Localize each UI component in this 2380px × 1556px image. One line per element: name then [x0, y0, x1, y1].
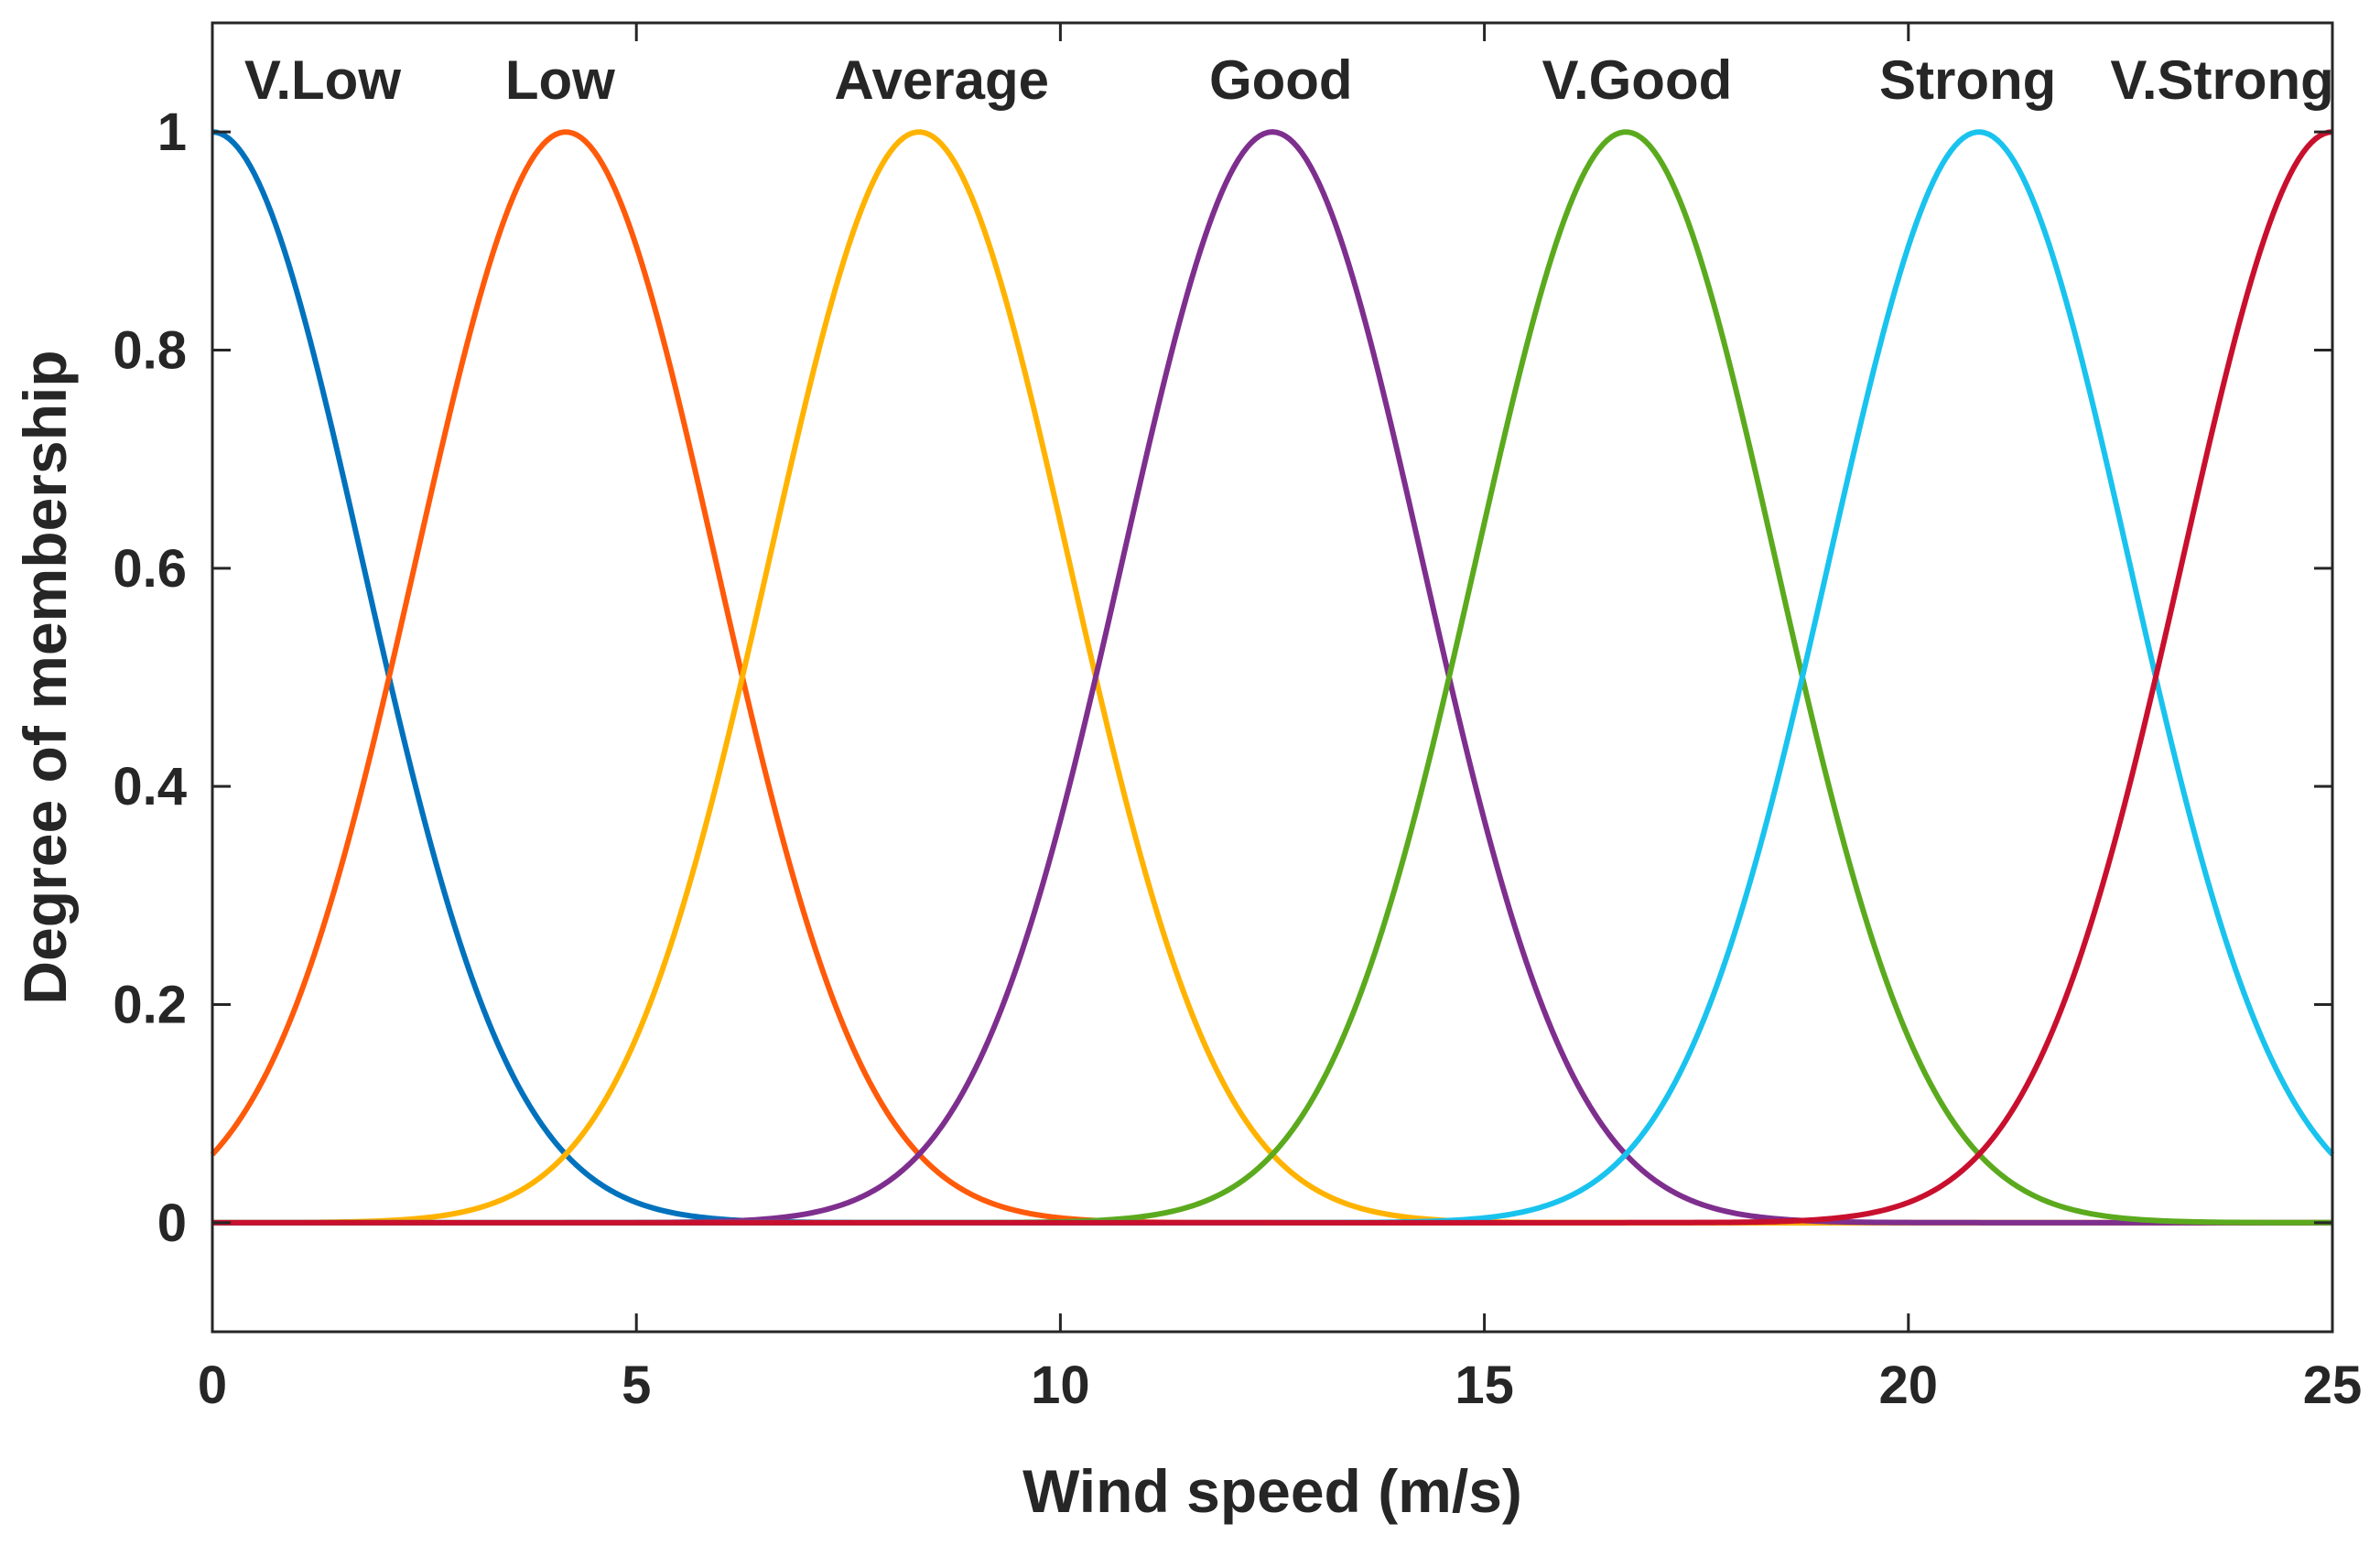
x-tick-label-4: 20: [1879, 1356, 1939, 1415]
ticks-layer: 0 5 10 15 20 25 0 0.2 0.4 0.6 0.8 1: [113, 23, 2362, 1415]
x-tick-label-0: 0: [198, 1356, 227, 1415]
annotations-layer: V.Low Low Average Good V.Good Strong V.Strong: [244, 49, 2334, 111]
x-axis-label: Wind speed (m/s): [1022, 1457, 1522, 1525]
series-line-v-strong: [212, 129, 2333, 1226]
y-tick-label-3: 0.6: [113, 539, 187, 599]
series-line-low: [210, 129, 2332, 1226]
y-axis-label: Degree of membership: [11, 350, 79, 1004]
plot-area-frame: [211, 21, 2334, 1334]
x-tick-label-1: 5: [622, 1356, 651, 1415]
y-tick-label-0: 0: [157, 1194, 187, 1253]
annotation-v-strong: V.Strong: [2110, 49, 2333, 111]
x-tick-label-5: 25: [2303, 1356, 2363, 1415]
annotation-good: Good: [1209, 49, 1353, 111]
annotation-strong: Strong: [1879, 49, 2056, 111]
x-tick-label-2: 10: [1031, 1356, 1090, 1415]
y-tick-label-2: 0.4: [113, 757, 187, 816]
annotation-low: Low: [505, 49, 615, 111]
annotation-v-low: V.Low: [244, 49, 401, 111]
annotation-average: Average: [834, 49, 1049, 111]
series-line-average: [211, 129, 2332, 1226]
series-line-v-good: [212, 129, 2333, 1226]
series-line-strong: [212, 129, 2335, 1226]
y-tick-label-4: 0.8: [113, 321, 187, 381]
x-tick-label-3: 15: [1455, 1356, 1514, 1415]
y-tick-label-1: 0.2: [113, 976, 187, 1035]
y-tick-label-5: 1: [157, 103, 187, 162]
curves-layer: [210, 129, 2335, 1226]
series-line-good: [212, 129, 2332, 1226]
annotation-v-good: V.Good: [1542, 49, 1732, 111]
series-line-v-low: [211, 129, 2332, 1226]
